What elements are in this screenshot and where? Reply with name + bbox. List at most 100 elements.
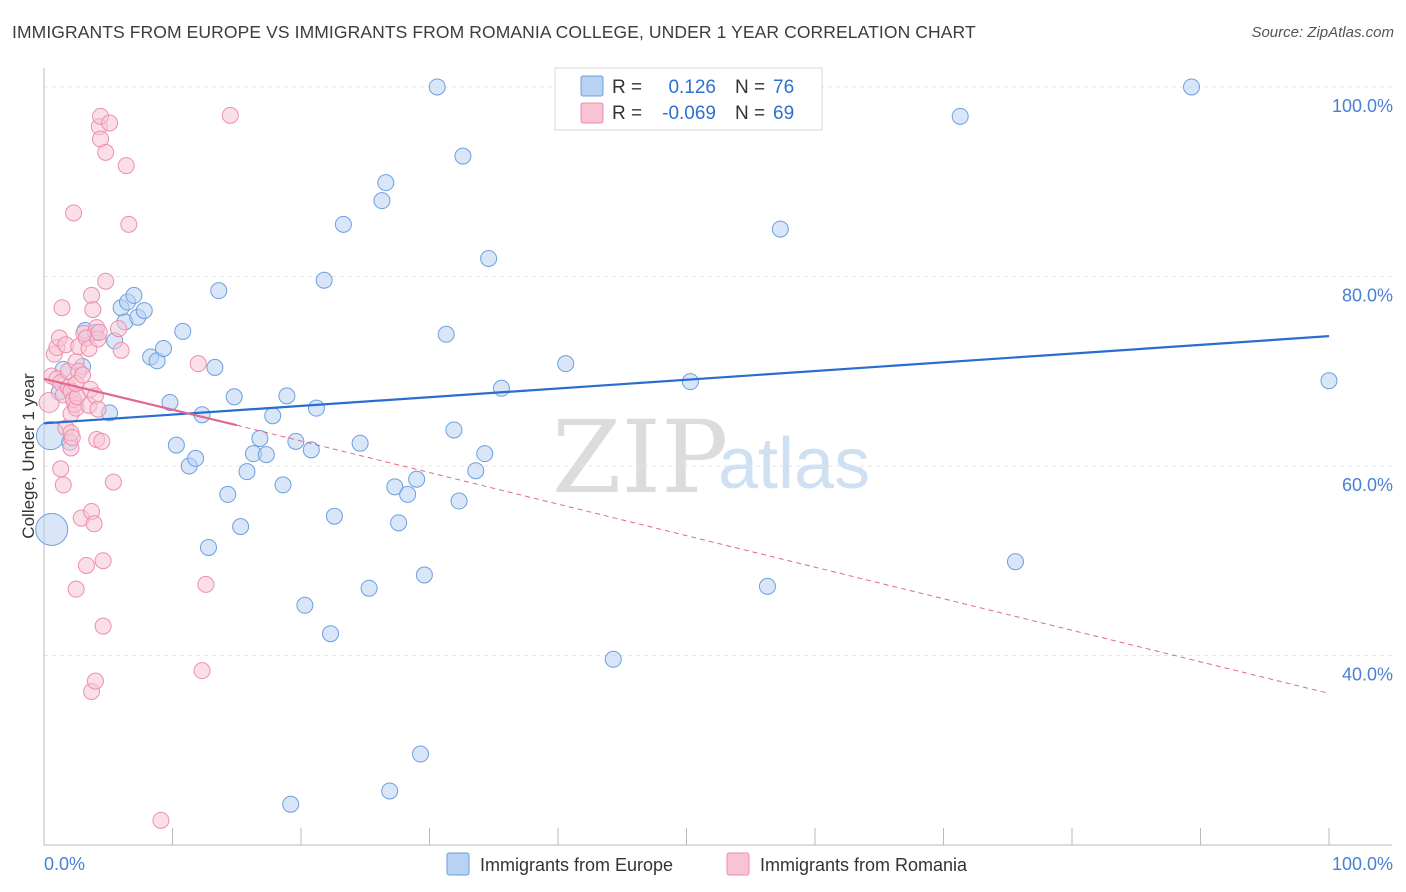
y-tick-labels: 100.0% 80.0% 60.0% 40.0% <box>1332 96 1393 685</box>
legend-romania-r-value: -0.069 <box>662 103 716 124</box>
chart-title: IMMIGRANTS FROM EUROPE VS IMMIGRANTS FRO… <box>12 22 976 42</box>
romania-point <box>94 617 112 635</box>
bottom-legend-europe-label: Immigrants from Europe <box>480 855 673 875</box>
europe-point <box>1183 78 1201 96</box>
romania-point <box>120 215 138 233</box>
bottom-legend-europe-swatch <box>446 852 470 876</box>
europe-point <box>390 514 408 532</box>
romania-point <box>110 320 128 338</box>
trendlines <box>43 335 1330 694</box>
europe-point <box>264 407 282 425</box>
europe-point <box>199 538 217 556</box>
europe-point <box>399 485 417 503</box>
romania-point <box>93 432 111 450</box>
bottom-legend-romania-swatch <box>726 852 750 876</box>
y-tick-label: 60.0% <box>1342 475 1393 495</box>
y-tick-label: 40.0% <box>1342 664 1393 684</box>
europe-point <box>412 745 430 763</box>
europe-point <box>334 215 352 233</box>
europe-point <box>771 220 789 238</box>
legend-romania-r-label: R = <box>612 103 642 124</box>
y-axis-title: College, Under 1 year <box>19 373 38 539</box>
y-tick-label: 80.0% <box>1342 285 1393 305</box>
europe-point <box>257 446 275 464</box>
europe-point <box>219 485 237 503</box>
romania-point <box>152 811 170 829</box>
europe-point <box>302 441 320 459</box>
romania-point <box>97 272 115 290</box>
europe-point <box>428 78 446 96</box>
europe-point <box>135 302 153 320</box>
europe-point <box>315 271 333 289</box>
europe-point <box>307 399 325 417</box>
legend-europe-r-value: 0.126 <box>668 77 716 98</box>
romania-point <box>83 286 101 304</box>
europe-point <box>206 358 224 376</box>
europe-point <box>1320 372 1338 390</box>
europe-point <box>278 387 296 405</box>
europe-point <box>325 507 343 525</box>
watermark: ZIP atlas <box>552 399 870 516</box>
legend-europe-n-label: N = <box>735 77 765 98</box>
series-romania <box>38 106 239 829</box>
europe-point <box>125 286 143 304</box>
legend-romania-n-value: 69 <box>773 103 794 124</box>
europe-point <box>1006 553 1024 571</box>
romania-point <box>112 341 130 359</box>
romania-point <box>117 157 135 175</box>
romania-point <box>54 476 72 494</box>
watermark-zip: ZIP <box>552 399 728 516</box>
europe-point <box>322 625 340 643</box>
romania-point <box>38 391 60 413</box>
romania-point <box>104 473 122 491</box>
europe-point <box>557 355 575 373</box>
bottom-legend-romania-label: Immigrants from Romania <box>760 855 968 875</box>
europe-point <box>232 518 250 536</box>
bottom-legend: Immigrants from Europe Immigrants from R… <box>446 852 968 876</box>
europe-point <box>351 434 369 452</box>
romania-point <box>193 662 211 680</box>
europe-point <box>951 107 969 125</box>
romania-point <box>65 204 83 222</box>
europe-point <box>415 566 433 584</box>
romania-point <box>84 301 102 319</box>
source-label: Source: ZipAtlas.com <box>1251 24 1394 41</box>
europe-point <box>604 650 622 668</box>
romania-point <box>97 143 115 161</box>
axes <box>43 68 1392 846</box>
y-tick-label: 100.0% <box>1332 96 1393 116</box>
romania-point <box>90 323 108 341</box>
romania-point <box>74 366 92 384</box>
europe-point <box>282 795 300 813</box>
europe-point <box>210 282 228 300</box>
romania-point <box>67 580 85 598</box>
europe-point <box>35 512 69 546</box>
romania-point <box>63 429 81 447</box>
europe-point <box>476 445 494 463</box>
watermark-atlas: atlas <box>718 424 870 504</box>
legend-europe-r-label: R = <box>612 77 642 98</box>
europe-point <box>360 579 378 597</box>
europe-point <box>386 478 404 496</box>
europe-point <box>287 432 305 450</box>
europe-point <box>492 379 510 397</box>
x-tick-label-min: 0.0% <box>44 854 85 874</box>
gridlines <box>44 86 1392 656</box>
europe-point <box>187 449 205 467</box>
romania-point <box>86 672 104 690</box>
europe-point <box>174 322 192 340</box>
romania-point <box>189 355 207 373</box>
romania-point <box>52 460 70 478</box>
europe-point <box>467 462 485 480</box>
europe-trendline <box>43 335 1330 425</box>
legend-europe-n-value: 76 <box>773 77 794 98</box>
europe-point <box>681 373 699 391</box>
europe-point <box>238 463 256 481</box>
romania-trendline-solid <box>43 377 238 427</box>
romania-point <box>94 552 112 570</box>
europe-point <box>161 393 179 411</box>
europe-point <box>454 147 472 165</box>
x-tick-label-max: 100.0% <box>1332 854 1393 874</box>
romania-trendline-dashed <box>236 424 1330 694</box>
